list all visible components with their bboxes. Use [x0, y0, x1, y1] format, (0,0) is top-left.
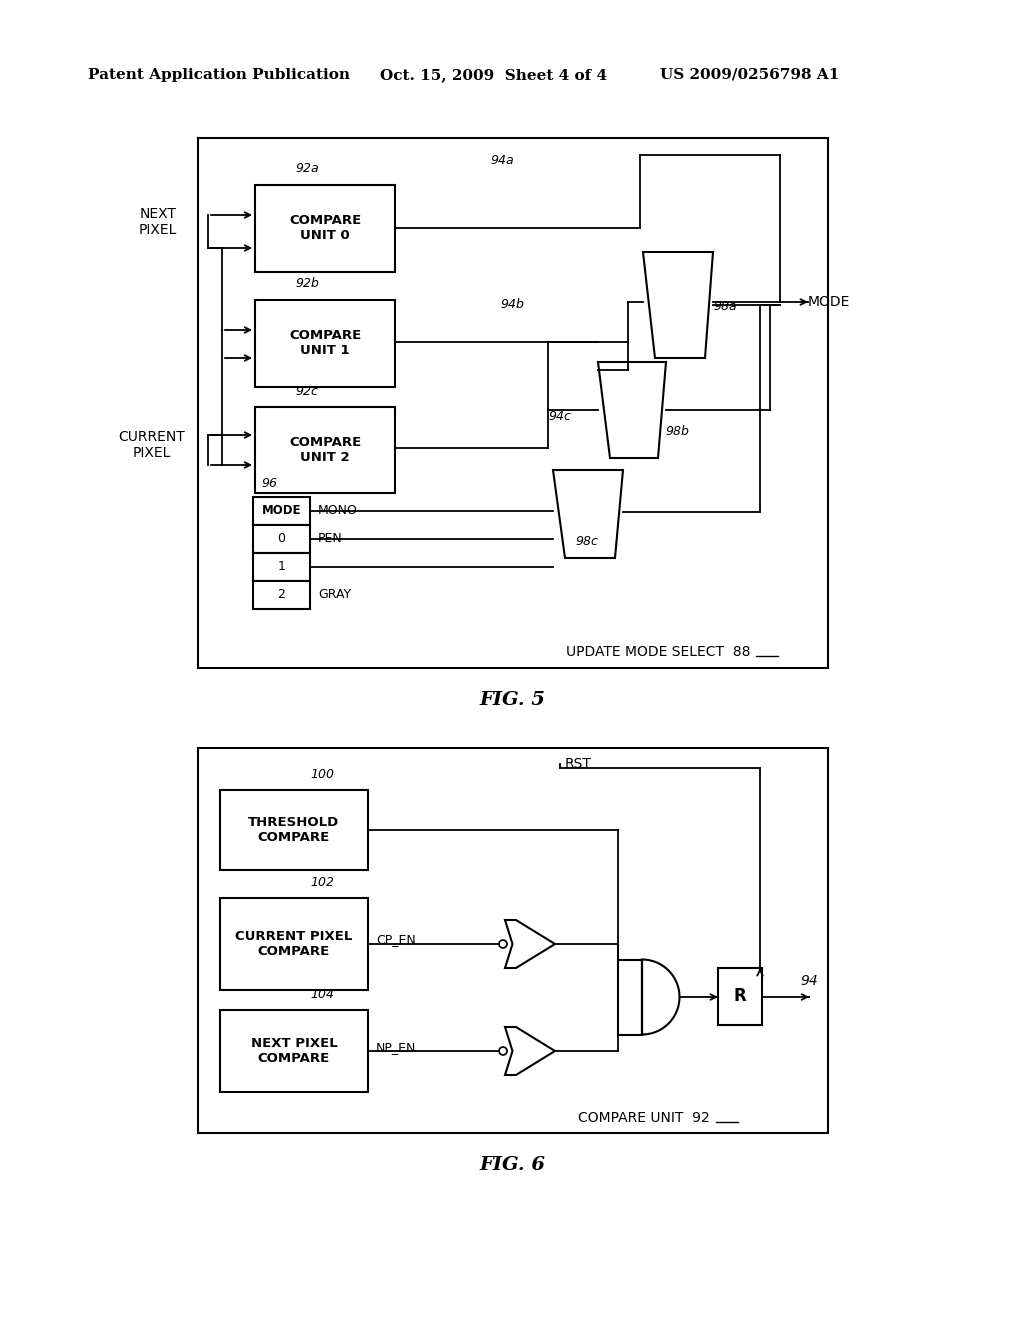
Text: Patent Application Publication: Patent Application Publication: [88, 69, 350, 82]
Bar: [220, 789, 368, 870]
Text: THRESHOLD
COMPARE: THRESHOLD COMPARE: [249, 816, 340, 843]
Text: COMPARE
UNIT 1: COMPARE UNIT 1: [289, 329, 361, 356]
Text: 92c: 92c: [295, 385, 317, 399]
Text: 98a: 98a: [713, 300, 736, 313]
Text: 1: 1: [278, 561, 286, 573]
Text: MONO: MONO: [318, 504, 357, 517]
Text: Oct. 15, 2009  Sheet 4 of 4: Oct. 15, 2009 Sheet 4 of 4: [380, 69, 607, 82]
Text: CURRENT
PIXEL: CURRENT PIXEL: [119, 430, 185, 461]
Text: FIG. 6: FIG. 6: [479, 1156, 545, 1173]
Text: 94c: 94c: [548, 411, 570, 422]
Bar: [198, 748, 828, 1133]
Bar: [718, 968, 762, 1026]
Bar: [253, 498, 310, 525]
Polygon shape: [505, 920, 555, 968]
Text: COMPARE UNIT  92: COMPARE UNIT 92: [579, 1111, 710, 1125]
Text: RST: RST: [565, 756, 592, 771]
Text: CP_EN: CP_EN: [376, 933, 416, 946]
Text: 94a: 94a: [490, 154, 514, 168]
Text: GRAY: GRAY: [318, 589, 351, 602]
Text: 96: 96: [261, 477, 278, 490]
Text: FIG. 5: FIG. 5: [479, 690, 545, 709]
Polygon shape: [553, 470, 623, 558]
Text: 104: 104: [310, 987, 334, 1001]
Text: UPDATE MODE SELECT  88: UPDATE MODE SELECT 88: [565, 645, 750, 659]
Bar: [220, 1010, 368, 1092]
Text: NP_EN: NP_EN: [376, 1041, 417, 1055]
Circle shape: [499, 940, 507, 948]
Text: R: R: [733, 987, 746, 1005]
Text: PEN: PEN: [318, 532, 343, 545]
Polygon shape: [643, 252, 713, 358]
Bar: [255, 300, 395, 387]
Polygon shape: [505, 1027, 555, 1074]
Text: 0: 0: [278, 532, 286, 545]
Polygon shape: [642, 960, 680, 1035]
Text: MODE: MODE: [262, 504, 301, 517]
Text: 102: 102: [310, 876, 334, 888]
Circle shape: [499, 1047, 507, 1055]
Text: 94: 94: [800, 974, 818, 987]
Text: 2: 2: [278, 589, 286, 602]
Text: US 2009/0256798 A1: US 2009/0256798 A1: [660, 69, 840, 82]
Text: COMPARE
UNIT 0: COMPARE UNIT 0: [289, 214, 361, 242]
Text: NEXT PIXEL
COMPARE: NEXT PIXEL COMPARE: [251, 1038, 337, 1065]
Bar: [255, 407, 395, 492]
Text: 98b: 98b: [665, 425, 689, 438]
Text: 94b: 94b: [500, 298, 524, 312]
Text: 100: 100: [310, 768, 334, 781]
Text: COMPARE
UNIT 2: COMPARE UNIT 2: [289, 436, 361, 465]
Text: 92b: 92b: [295, 277, 318, 290]
Text: 98c: 98c: [575, 535, 598, 548]
Polygon shape: [598, 362, 666, 458]
Text: MODE: MODE: [808, 294, 850, 309]
Bar: [253, 553, 310, 581]
Polygon shape: [618, 960, 642, 1035]
Bar: [253, 525, 310, 553]
Text: 92a: 92a: [295, 162, 318, 176]
Text: NEXT
PIXEL: NEXT PIXEL: [139, 207, 177, 238]
Bar: [220, 898, 368, 990]
Bar: [255, 185, 395, 272]
Text: CURRENT PIXEL
COMPARE: CURRENT PIXEL COMPARE: [236, 931, 352, 958]
Bar: [253, 581, 310, 609]
Bar: [198, 139, 828, 668]
